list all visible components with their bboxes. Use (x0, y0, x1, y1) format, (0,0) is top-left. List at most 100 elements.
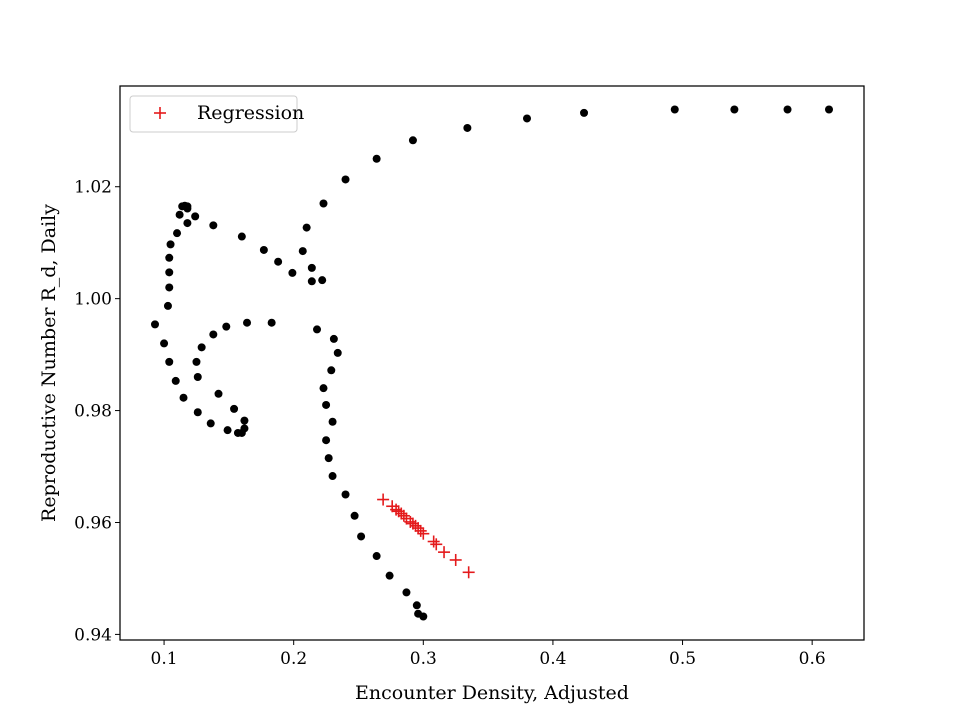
data-point (165, 268, 174, 277)
data-point (237, 232, 246, 241)
data-point (160, 339, 169, 348)
regression-point (377, 493, 390, 506)
data-point (408, 136, 417, 145)
legend-box (129, 95, 298, 133)
data-point (463, 123, 472, 132)
data-point (243, 318, 252, 327)
x-axis-ticks: 0.1 0.2 0.3 0.4 0.5 0.6 (151, 640, 826, 669)
x-tick-label: 0.5 (669, 649, 696, 669)
data-point (193, 372, 202, 381)
data-point (209, 221, 218, 230)
regression-point (409, 519, 422, 532)
data-point (783, 105, 792, 114)
data-point (165, 253, 174, 262)
data-point (163, 301, 172, 310)
data-point (412, 601, 421, 610)
data-point (183, 219, 192, 228)
x-tick-label: 0.2 (280, 649, 307, 669)
x-tick-label: 0.6 (799, 649, 826, 669)
data-point (419, 612, 428, 621)
data-point (328, 472, 337, 481)
data-point (580, 108, 589, 117)
data-point (214, 389, 223, 398)
data-series (150, 105, 834, 621)
regression-point (427, 535, 440, 548)
y-axis-label: Reproductive Number R_d, Daily (38, 204, 60, 522)
legend-regression-marker (154, 107, 166, 119)
data-point (267, 318, 276, 327)
data-point (313, 325, 322, 334)
data-point (302, 223, 311, 232)
data-point (240, 416, 249, 425)
data-point (307, 277, 316, 286)
data-point (324, 454, 333, 463)
data-point (307, 263, 316, 272)
plot-area-frame (119, 85, 865, 641)
data-point (402, 588, 411, 597)
data-point (385, 571, 394, 580)
data-point (522, 114, 531, 123)
data-point (223, 426, 232, 435)
y-tick-label: 0.94 (74, 625, 112, 645)
data-point (670, 105, 679, 114)
data-point (322, 400, 331, 409)
data-point (150, 320, 159, 329)
data-point (240, 424, 249, 433)
data-point (357, 532, 366, 541)
data-point (193, 408, 202, 417)
data-point (191, 212, 200, 221)
data-point (288, 268, 297, 277)
data-point (341, 490, 350, 499)
regression-point (430, 538, 443, 551)
data-point (350, 511, 359, 520)
data-point (298, 247, 307, 256)
data-point (192, 357, 201, 366)
data-point (333, 348, 342, 357)
regression-point (462, 566, 475, 579)
regression-point (438, 546, 451, 559)
regression-point (412, 522, 425, 535)
data-point (209, 330, 218, 339)
data-point (222, 322, 231, 331)
data-point (825, 105, 834, 114)
data-point (328, 417, 337, 426)
data-point (230, 404, 239, 413)
data-point (372, 552, 381, 561)
x-tick-label: 0.4 (539, 649, 566, 669)
data-point (327, 366, 336, 375)
points-layer (150, 105, 834, 621)
data-point (171, 376, 180, 385)
regression-point (397, 509, 410, 522)
data-point (372, 154, 381, 163)
data-point (730, 105, 739, 114)
data-point (178, 202, 187, 211)
regression-point (395, 507, 408, 520)
regression-point (417, 527, 430, 540)
data-point (179, 393, 188, 402)
data-point (319, 199, 328, 208)
data-point (259, 245, 268, 254)
data-point (319, 384, 328, 393)
data-point (322, 436, 331, 445)
data-point (165, 357, 174, 366)
data-point (175, 210, 184, 219)
data-point (173, 229, 182, 238)
data-point (329, 334, 338, 343)
x-tick-label: 0.3 (410, 649, 437, 669)
y-tick-label: 1.02 (74, 178, 112, 198)
x-axis-label: Encounter Density, Adjusted (355, 682, 629, 704)
y-tick-label: 0.96 (74, 513, 112, 533)
x-tick-label: 0.1 (151, 649, 178, 669)
data-point (166, 240, 175, 249)
regression-point (414, 524, 427, 537)
y-axis-ticks: 0.94 0.96 0.98 1.00 1.02 (74, 178, 120, 645)
y-tick-label: 0.98 (74, 402, 112, 422)
legend-regression-label: Regression (197, 102, 304, 124)
data-point (274, 257, 283, 266)
data-point (318, 276, 327, 285)
regression-series (377, 493, 475, 579)
data-point (341, 175, 350, 184)
data-point (206, 419, 215, 428)
regression-point (449, 553, 462, 566)
